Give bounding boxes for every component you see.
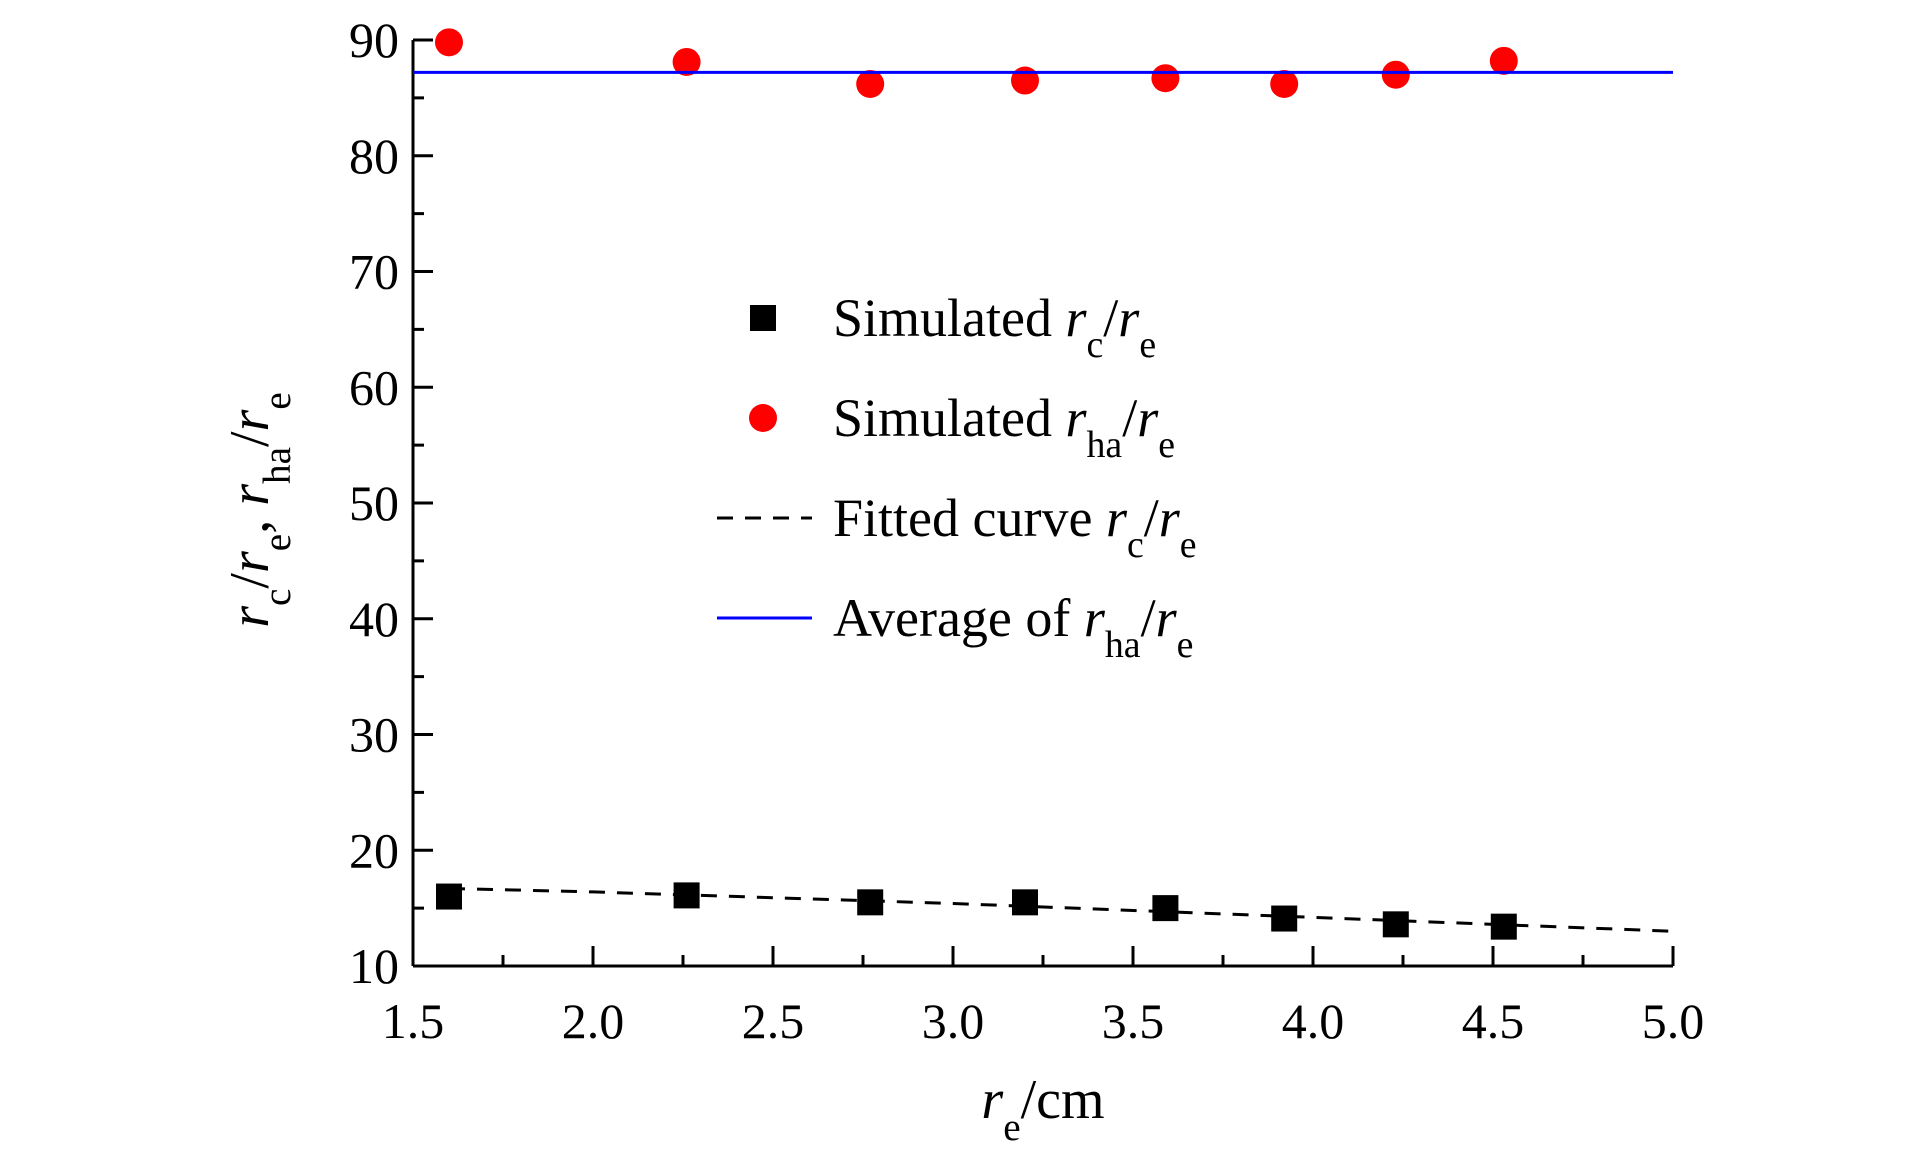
rha-point (435, 28, 463, 57)
x-tick-label: 4.0 (1282, 993, 1345, 1049)
x-tick-label: 5.0 (1642, 993, 1705, 1049)
x-tick-label: 2.5 (742, 993, 805, 1049)
y-tick-label: 90 (349, 12, 399, 68)
rc-point (1382, 911, 1409, 938)
rha-point (1489, 46, 1518, 75)
y-tick-label: 10 (349, 938, 399, 994)
legend-label: Simulated rc/re (833, 288, 1156, 366)
x-tick-label: 4.5 (1462, 993, 1525, 1049)
x-tick-label: 2.0 (562, 993, 625, 1049)
x-tick-label: 1.5 (382, 993, 445, 1049)
legend-square-marker (750, 305, 776, 331)
y-tick-label: 20 (349, 822, 399, 878)
plot-area (413, 28, 1674, 940)
y-tick-label: 50 (349, 475, 399, 531)
series-1 (436, 882, 1517, 940)
rha-point (856, 69, 885, 98)
y-tick-label: 80 (349, 128, 399, 184)
y-axis-title: rc/re, rha/re (219, 392, 299, 628)
rc-point (1012, 889, 1038, 916)
x-tick-label: 3.0 (922, 993, 985, 1049)
rc-point (1490, 913, 1517, 940)
axes (411, 38, 1675, 968)
tick-labels: 1.5 2.0 2.5 3.0 3.5 4.0 4.5 5.0 10 20 30 40 50 60 70 80… (349, 12, 1704, 1049)
rha-point (1381, 60, 1410, 89)
x-axis-title: re/cm (981, 1069, 1104, 1149)
rha-point (672, 47, 701, 76)
legend-label: Average of rha/re (833, 588, 1193, 666)
legend-circle-marker (749, 404, 777, 432)
rc-point (1271, 905, 1298, 932)
rha-point (1270, 69, 1299, 98)
rc-point (1152, 895, 1179, 922)
legend: Simulated rc/re Simulated rha/re Fitted cu… (717, 288, 1197, 666)
y-tick-label: 30 (349, 707, 399, 763)
fitted-curve-line (448, 886, 1674, 933)
y-tick-label: 40 (349, 591, 399, 647)
rha-point (1011, 66, 1039, 95)
y-tick-label: 60 (349, 359, 399, 415)
y-tick-label: 70 (349, 244, 399, 300)
legend-label: Fitted curve rc/re (833, 488, 1197, 566)
series-2 (435, 28, 1518, 98)
rha-point (1151, 64, 1180, 93)
x-tick-label: 3.5 (1102, 993, 1165, 1049)
series-3 (448, 886, 1674, 933)
legend-label: Simulated rha/re (833, 388, 1175, 466)
